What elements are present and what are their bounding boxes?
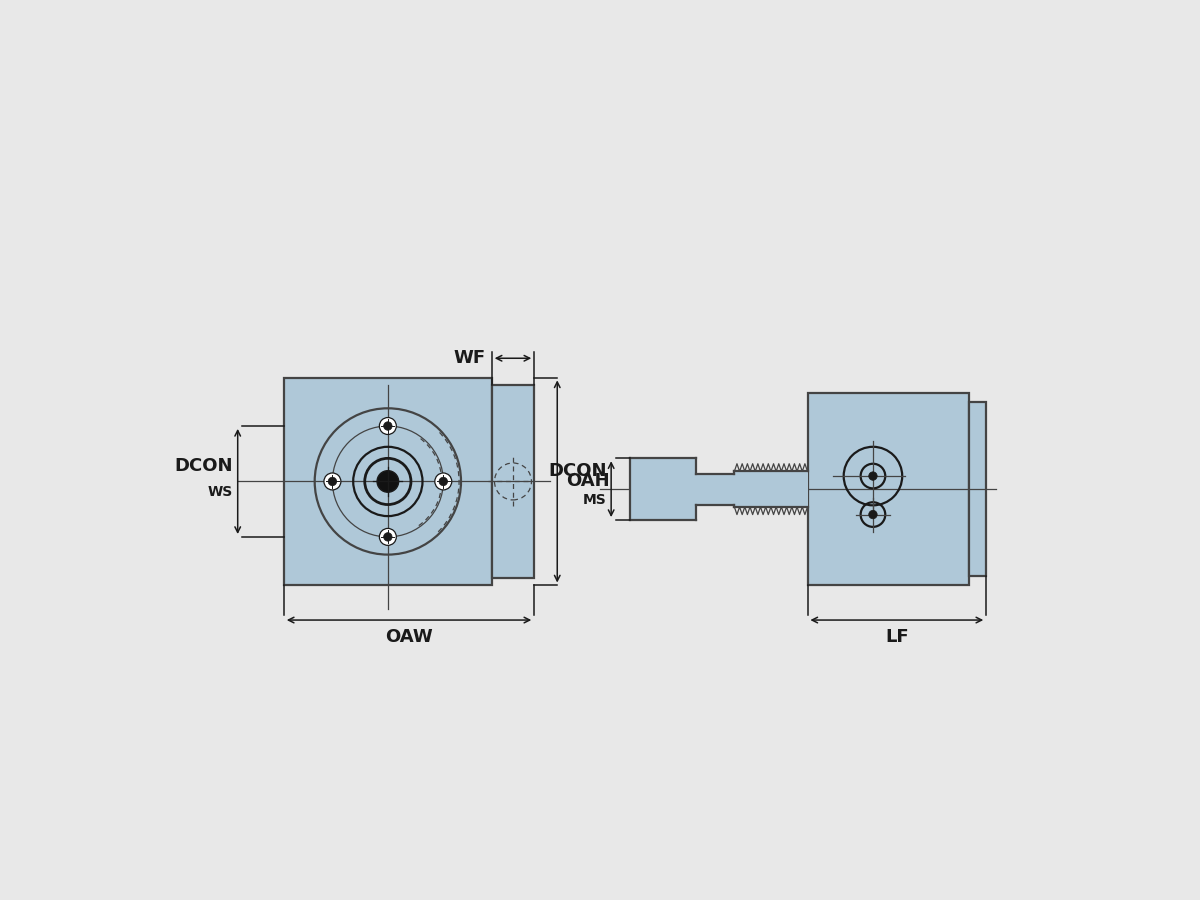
Circle shape xyxy=(439,477,448,486)
Circle shape xyxy=(328,477,337,486)
Text: OAH: OAH xyxy=(566,472,610,490)
Text: DCON: DCON xyxy=(548,462,606,480)
Bar xyxy=(808,393,970,585)
Text: WS: WS xyxy=(208,485,233,500)
Circle shape xyxy=(324,473,341,490)
Text: OAW: OAW xyxy=(385,628,433,646)
Text: MS: MS xyxy=(583,493,606,507)
Circle shape xyxy=(384,422,392,430)
Text: LF: LF xyxy=(886,628,908,646)
Bar xyxy=(492,385,534,578)
Circle shape xyxy=(377,471,398,492)
Text: WF: WF xyxy=(454,349,486,367)
Bar xyxy=(734,472,808,507)
Circle shape xyxy=(379,418,396,435)
Circle shape xyxy=(869,472,877,481)
Bar xyxy=(696,473,734,505)
Bar xyxy=(970,402,986,576)
Circle shape xyxy=(869,510,877,518)
Circle shape xyxy=(379,528,396,545)
Circle shape xyxy=(384,533,392,541)
Text: DCON: DCON xyxy=(174,457,233,475)
Bar xyxy=(284,377,492,585)
Circle shape xyxy=(434,473,451,490)
Bar xyxy=(630,458,696,520)
